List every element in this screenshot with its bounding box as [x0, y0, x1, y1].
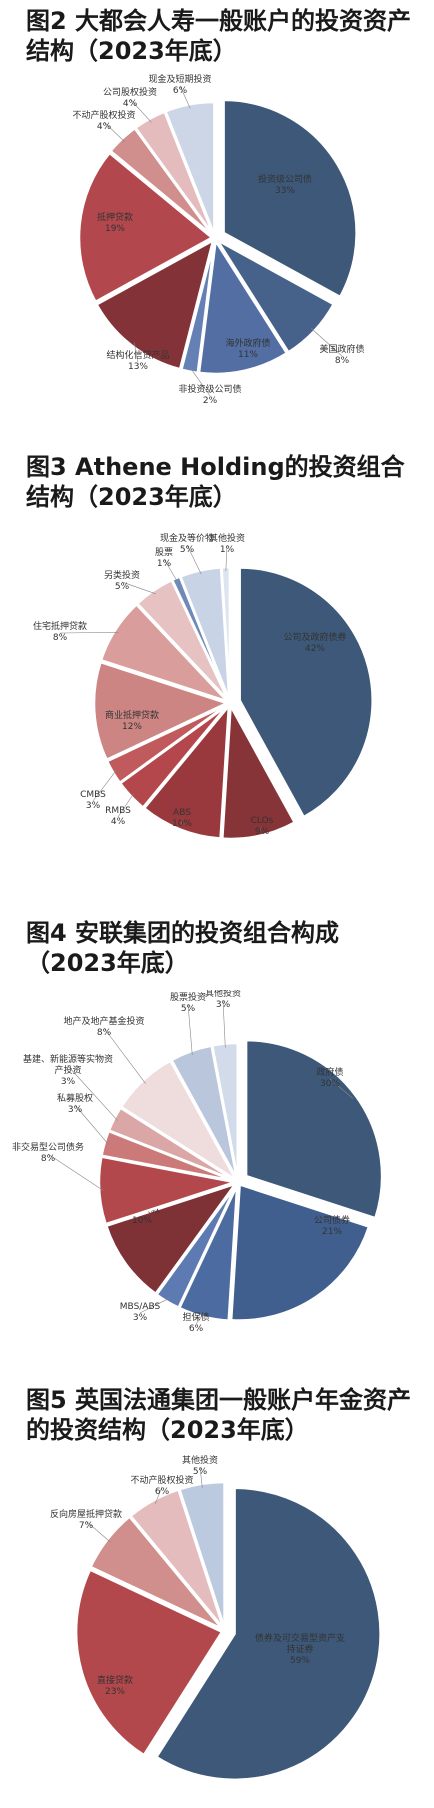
leader-line — [222, 999, 226, 1048]
pie-slice — [222, 98, 358, 299]
slice-label: 债券及可交易型资产支持证券 59% — [255, 1632, 345, 1666]
slice-label: 反向房屋抵押贷款 7% — [50, 1508, 122, 1531]
chart-title: 图5 英国法通集团一般账户年金资产的投资结构（2023年底） — [26, 1386, 412, 1444]
leader-line — [139, 1297, 170, 1314]
slice-label: 政府债 30% — [316, 1066, 343, 1089]
pie-slice — [99, 602, 229, 703]
pie-slice — [119, 1058, 238, 1181]
leader-line — [103, 1027, 146, 1084]
leader-line — [117, 793, 135, 818]
slice-label: CLOs 9% — [251, 816, 274, 837]
pie-slice — [92, 660, 231, 762]
leader-line — [92, 770, 117, 802]
pie-slice — [244, 1038, 384, 1220]
slice-label: 公司债券 21% — [314, 1214, 350, 1237]
slice-label: 其他投资 5% — [182, 1455, 218, 1477]
slice-label: 股票 1% — [155, 547, 173, 569]
pie-slice — [74, 1568, 224, 1757]
slice-label: RMBS 4% — [105, 806, 131, 827]
pie-chart-athene: 公司及政府债券 42% CLOs 9% ABS 10% RMBS 4%CMBS 3% 商业抵押贷款… — [33, 532, 374, 841]
leader-line — [85, 1520, 111, 1543]
leader-line — [329, 1078, 354, 1099]
pie-slice — [197, 237, 289, 376]
pie-chart-allianz: 政府债30%公司债券21%担保债6%MBS/ABS3%抵押贷款10%非交易型公司… — [12, 990, 384, 1334]
slice-label: 私募股权 3% — [57, 1092, 93, 1115]
pie-chart-legal-general: 债券及可交易型资产支持证券 59% 直接贷款 23% 反向房屋抵押贷款 7% 不动产股权投资… — [50, 1455, 382, 1782]
slice-label: 其他投资 1% — [209, 532, 245, 555]
leader-line — [129, 98, 152, 123]
leader-line — [47, 1153, 104, 1191]
slice-label: 公司股权投资 4% — [103, 86, 157, 109]
leader-line — [163, 558, 178, 583]
leader-line — [199, 1466, 203, 1488]
pie-slice — [220, 701, 297, 841]
pie-slice — [238, 566, 374, 819]
chart-title: 图2 大都会人寿一般账户的投资资产结构（2023年底） — [26, 7, 412, 65]
slice-label: 现金及等价物 5% — [160, 532, 214, 555]
slice-label: 另类投资 5% — [104, 569, 140, 592]
leader-line — [181, 818, 183, 826]
slice-label: 现金及短期投资 6% — [148, 73, 211, 96]
leader-line — [186, 544, 202, 575]
pie-slice — [179, 240, 216, 375]
chart-title: 图4 安联集团的投资组合构成（2023年底） — [26, 919, 340, 977]
leader-line — [187, 1003, 193, 1056]
slice-label: 担保债 6% — [182, 1311, 209, 1334]
slice-label: 基建、新能源等实物资产投资 3% — [23, 1053, 113, 1087]
leader-line — [121, 581, 156, 595]
slice-label: 其他投资 3% — [205, 990, 241, 1010]
slice-label: 结构化信贷产品 13% — [106, 349, 169, 372]
leader-line — [195, 1312, 205, 1325]
pie-chart-metlife: 投资级公司债 33% 美国政府债 8% 海外政府债 11% 非投资级公司债 2% 结构化信贷产品… — [72, 73, 364, 405]
slice-label: 投资级公司债 33% — [258, 173, 312, 196]
leader-line — [133, 342, 139, 363]
leader-line — [154, 1486, 163, 1505]
pie-slice — [105, 703, 229, 785]
slice-label: 海外政府债 11% — [225, 337, 270, 360]
slice-label: 不动产股权投资 4% — [72, 109, 135, 132]
slice-label: 不动产股权投资 6% — [130, 1474, 193, 1497]
leader-line — [103, 121, 125, 142]
leader-line — [179, 85, 191, 109]
pie-slice — [142, 702, 231, 840]
leader-line — [258, 826, 263, 832]
slice-label: ABS 10% — [172, 808, 192, 829]
slice-label: 非投资级公司债 2% — [178, 383, 241, 405]
slice-label: 住宅抵押贷款 8% — [33, 620, 87, 643]
leader-line — [225, 544, 228, 572]
leader-line — [190, 367, 211, 397]
leader-line — [74, 1104, 109, 1145]
pie-slice — [77, 151, 215, 304]
slice-label: 地产及地产基金投资 8% — [63, 1015, 144, 1038]
pie-slice — [220, 565, 232, 701]
slice-label: 抵押贷款 19% — [97, 211, 133, 234]
leader-line — [67, 1065, 118, 1121]
pie-slice — [163, 100, 216, 236]
leader-line — [311, 328, 343, 357]
slice-label: 商业抵押贷款 12% — [105, 709, 159, 732]
pie-slice — [94, 237, 216, 371]
slice-label: 美国政府债 8% — [319, 343, 364, 366]
chart-title: 图3 Athene Holding的投资组合结构（2023年底） — [26, 453, 405, 511]
pie-slice — [104, 1181, 239, 1296]
slice-label: MBS/ABS 3% — [120, 1302, 161, 1323]
slice-label: 非交易型公司债务 8% — [12, 1141, 84, 1164]
pie-slice — [154, 1486, 382, 1782]
slice-label: 股票投资 5% — [170, 991, 206, 1014]
pie-slice — [229, 1182, 371, 1322]
slice-label: 公司及政府债券 42% — [283, 631, 346, 654]
leader-line — [59, 631, 119, 634]
slice-label: CMBS 3% — [80, 790, 106, 811]
slice-label: 直接贷款 23% — [97, 1674, 133, 1697]
